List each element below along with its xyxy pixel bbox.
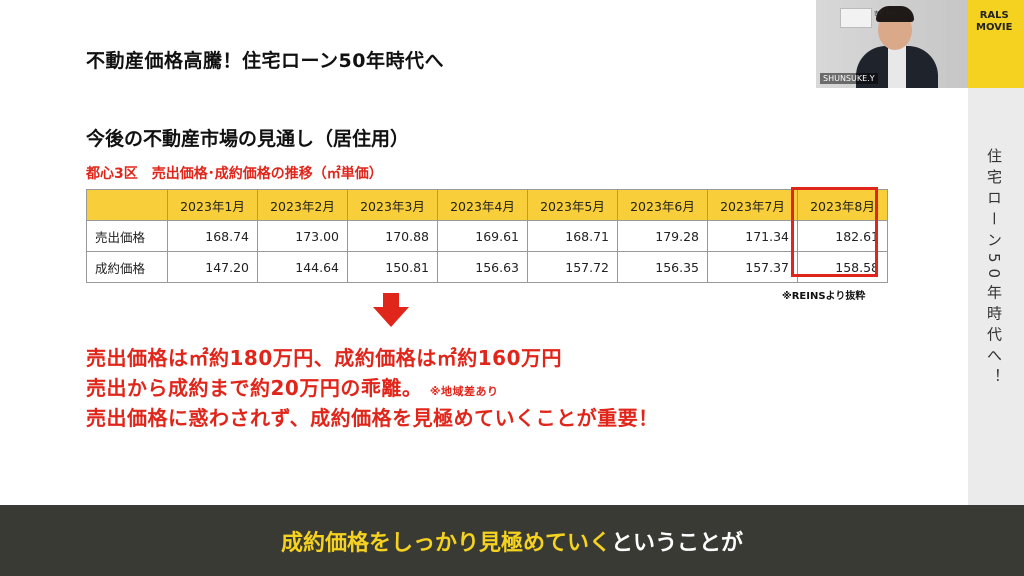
caption-rest: ということが [611, 531, 744, 556]
subtitle-caption: 成約価格をしっかり見極めていくということが [0, 525, 1024, 557]
webcam-sign: 吉野 俊輔 [874, 11, 896, 17]
table-cell: 168.74 [167, 220, 258, 252]
table-cell: 156.35 [617, 251, 708, 283]
presenter-name-tag: SHUNSUKE.Y [820, 73, 878, 84]
logo-line-2: MOVIE [976, 22, 1013, 33]
message-line-1: 売出価格は㎡約180万円、成約価格は㎡約160万円 [86, 346, 562, 370]
column-header: 2023年6月 [617, 189, 708, 221]
table-cell: 182.61 [797, 220, 888, 252]
table-corner-cell [86, 189, 168, 221]
slide-title: 不動産価格高騰！住宅ローン50年時代へ [86, 50, 444, 72]
table-cell: 147.20 [167, 251, 258, 283]
table-header-row: 2023年1月 2023年2月 2023年3月 2023年4月 2023年5月 … [86, 189, 888, 221]
presenter-shirt [888, 46, 906, 88]
down-arrow-icon [373, 293, 409, 327]
side-panel [968, 88, 1024, 505]
table-cell: 168.71 [527, 220, 618, 252]
row-label: 成約価格 [86, 251, 168, 283]
column-header: 2023年7月 [707, 189, 798, 221]
table-cell: 169.61 [437, 220, 528, 252]
slide-area: 不動産価格高騰！住宅ローン50年時代へ 今後の不動産市場の見通し（居住用） 都心… [86, 50, 888, 430]
table-cell: 173.00 [257, 220, 348, 252]
message-line-2-text: 売出から成約まで約20万円の乖離。 [86, 376, 423, 400]
webcam-poster [840, 8, 872, 28]
message-line-2-note: ※地域差あり [429, 385, 499, 398]
table-cell: 157.72 [527, 251, 618, 283]
price-table: 2023年1月 2023年2月 2023年3月 2023年4月 2023年5月 … [86, 189, 888, 283]
table-cell: 150.81 [347, 251, 438, 283]
column-header: 2023年3月 [347, 189, 438, 221]
caption-highlight: 成約価格をしっかり見極めていく [280, 531, 611, 556]
column-header: 2023年4月 [437, 189, 528, 221]
table-cell: 171.34 [707, 220, 798, 252]
vertical-title: 住宅ローン50年時代へ！ [985, 148, 1003, 390]
table-cell: 170.88 [347, 220, 438, 252]
table-cell: 158.58 [797, 251, 888, 283]
brand-logo [968, 0, 1024, 88]
message-line-3: 売出価格に惑わされず、成約価格を見極めていくことが重要！ [86, 406, 659, 430]
row-label: 売出価格 [86, 220, 168, 252]
message-line-2: 売出から成約まで約20万円の乖離。 ※地域差あり [86, 372, 499, 401]
source-note: ※REINSより抜粋 [782, 291, 866, 302]
table-cell: 179.28 [617, 220, 708, 252]
caption-bar [0, 505, 1024, 576]
table-row: 売出価格 168.74 173.00 170.88 169.61 168.71 … [86, 220, 888, 252]
table-cell: 157.37 [707, 251, 798, 283]
column-header: 2023年8月 [797, 189, 888, 221]
column-header: 2023年1月 [167, 189, 258, 221]
presenter-hair [876, 6, 914, 22]
section-title: 今後の不動産市場の見通し（居住用） [86, 128, 410, 150]
table-subtitle: 都心3区 売出価格･成約価格の推移（㎡単価） [86, 166, 383, 182]
column-header: 2023年2月 [257, 189, 348, 221]
table-cell: 156.63 [437, 251, 528, 283]
column-header: 2023年5月 [527, 189, 618, 221]
logo-line-1: RALS [979, 10, 1009, 21]
brand-logo-text: RALS MOVIE [976, 10, 1012, 34]
table-cell: 144.64 [257, 251, 348, 283]
table-row: 成約価格 147.20 144.64 150.81 156.63 157.72 … [86, 251, 888, 283]
highlight-box [791, 187, 878, 277]
webcam-overlay: 吉野 俊輔 SHUNSUKE.Y [816, 0, 968, 88]
